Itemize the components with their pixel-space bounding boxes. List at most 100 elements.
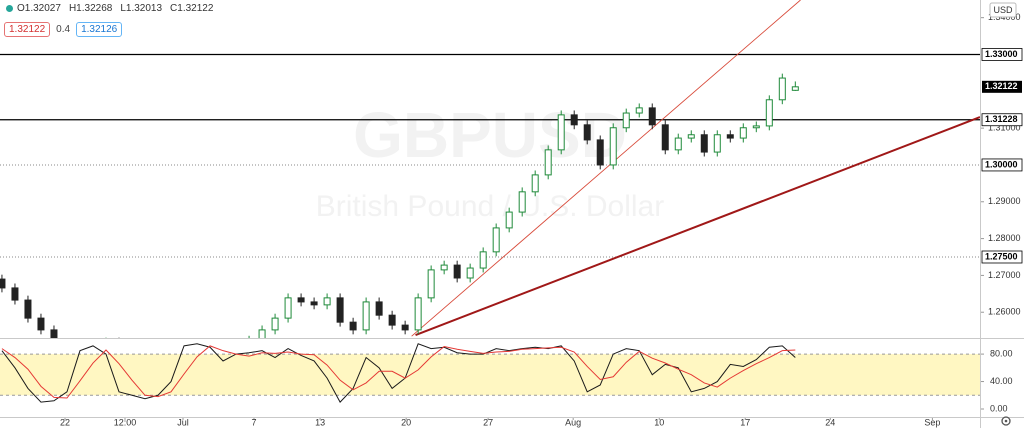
candle-body xyxy=(583,124,591,141)
candle-body xyxy=(440,264,448,271)
last-price-box xyxy=(982,80,1022,93)
candle-body xyxy=(362,301,370,331)
x-tick-label: 12:00 xyxy=(114,417,137,427)
x-tick-label: 27 xyxy=(483,417,493,427)
x-tick-label: 7 xyxy=(251,417,256,427)
candle-body xyxy=(284,297,292,319)
candle-body xyxy=(622,112,630,129)
currency[interactable]: USD xyxy=(993,5,1013,15)
bid-price[interactable]: 1.32122 xyxy=(4,22,51,37)
low-value: 1.32013 xyxy=(125,3,163,14)
close-value: 1.32122 xyxy=(177,3,214,14)
candle-body xyxy=(765,99,773,127)
candle-body xyxy=(349,321,357,331)
candle-body xyxy=(64,345,70,355)
candle-body xyxy=(258,329,266,338)
level-label-box xyxy=(981,250,1023,264)
x-tick-label: 10 xyxy=(654,417,664,427)
ask-price[interactable]: 1.32126 xyxy=(76,22,123,37)
x-tick-label: 13 xyxy=(315,417,325,427)
y-tick-label: 1.27000 xyxy=(988,270,1021,280)
candle-body xyxy=(531,174,539,193)
high-letter: H xyxy=(68,3,77,14)
candle-body xyxy=(596,139,604,166)
level-label-box xyxy=(981,48,1023,61)
candle-body xyxy=(116,342,122,350)
level-label-box xyxy=(981,158,1023,172)
candle-body xyxy=(24,299,32,319)
x-tick-label: 20 xyxy=(401,417,411,427)
candle-body xyxy=(155,350,161,352)
low-letter: L xyxy=(120,3,126,14)
level-label-box xyxy=(981,113,1023,127)
candle-body xyxy=(726,134,734,139)
candle-body xyxy=(37,317,45,331)
candle-body xyxy=(609,127,617,166)
level-label: 1.27500 xyxy=(985,251,1018,261)
open-letter: O xyxy=(17,3,25,14)
y-tick-label: 1.29000 xyxy=(988,196,1021,206)
candle-body xyxy=(752,125,760,129)
candle-body xyxy=(700,134,708,153)
trendline xyxy=(415,116,980,336)
candle-body xyxy=(687,134,695,139)
high-value: 1.32268 xyxy=(76,3,113,14)
candle-body xyxy=(388,314,396,326)
oscillator-line xyxy=(1,343,796,403)
x-tick-label: 22 xyxy=(60,417,70,427)
candle-body xyxy=(271,317,279,331)
candle-body xyxy=(635,107,643,114)
last-price-label: 1.32122 xyxy=(985,81,1018,91)
candle-body xyxy=(11,287,19,301)
candle-body xyxy=(233,345,239,350)
candle-body xyxy=(661,124,669,151)
candle-body xyxy=(492,227,500,253)
status-dot xyxy=(6,5,13,12)
candle-body xyxy=(570,114,578,126)
trendline xyxy=(411,0,801,337)
close-letter: C xyxy=(170,3,178,14)
candle-body xyxy=(246,340,252,345)
quote-boxes: 1.32122 0.4 1.32126 xyxy=(4,22,123,37)
osc-tick-label: 40.00 xyxy=(990,376,1013,386)
candle-body xyxy=(674,137,682,151)
candle-body xyxy=(414,297,422,331)
candle-body xyxy=(791,86,799,91)
oscillator-band xyxy=(0,354,980,396)
candle-body xyxy=(401,324,409,331)
level-label: 1.33000 xyxy=(985,49,1018,59)
candle-body xyxy=(713,134,721,153)
candle-body xyxy=(0,278,6,289)
x-tick-label: Sep xyxy=(924,417,940,427)
level-label: 1.31228 xyxy=(985,114,1018,124)
candle-body xyxy=(375,301,383,316)
settings-icon[interactable] xyxy=(1001,416,1011,426)
y-tick-label: 1.28000 xyxy=(988,233,1021,243)
candle-body xyxy=(518,191,526,213)
candle-body xyxy=(323,297,331,306)
level-label: 1.30000 xyxy=(985,159,1018,169)
currency-box[interactable] xyxy=(989,2,1017,18)
candle-body xyxy=(427,269,435,299)
candle-body xyxy=(778,77,786,101)
spread: 0.4 xyxy=(56,24,71,35)
candle-body xyxy=(90,348,96,352)
y-tick-label: 1.31000 xyxy=(988,123,1021,133)
oscillator-line xyxy=(1,345,796,399)
open-value: 1.32027 xyxy=(24,3,61,14)
y-tick-label: 1.26000 xyxy=(988,307,1021,317)
ohlc-legend: O 1.32027 H1.32268 L1.32013 C1.32122 xyxy=(6,3,213,14)
x-tick-label: Jul xyxy=(177,417,189,427)
candle-body xyxy=(648,107,656,126)
x-tick-label: 17 xyxy=(740,417,750,427)
candle-body xyxy=(168,345,174,350)
candle-body xyxy=(194,348,200,352)
watermark-subtitle: British Pound / U.S. Dollar xyxy=(316,190,664,223)
candle-body xyxy=(310,301,318,306)
candle-body xyxy=(505,211,513,229)
candle-body xyxy=(479,251,487,269)
candle-body xyxy=(466,267,474,279)
candle-body xyxy=(50,329,58,338)
